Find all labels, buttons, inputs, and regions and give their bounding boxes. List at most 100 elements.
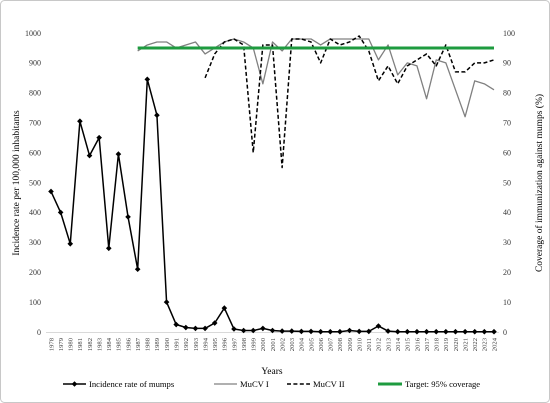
x-tick-label: 2013 xyxy=(385,337,392,351)
x-tick-label: 2021 xyxy=(462,338,469,351)
incidence-rate-of-mumps-point xyxy=(308,328,314,335)
x-tick-label: 1985 xyxy=(116,337,123,351)
x-tick-label: 1997 xyxy=(231,337,238,351)
incidence-rate-of-mumps-point xyxy=(375,323,382,329)
y-right-tick-label: 100 xyxy=(503,29,515,38)
x-tick-label: 1998 xyxy=(241,337,248,351)
incidence-rate-of-mumps-point xyxy=(250,327,257,334)
incidence-rate-of-mumps-point xyxy=(269,327,276,334)
y-right-axis: 0 10 20 30 40 50 60 70 80 90 100 xyxy=(503,29,515,337)
y-right-tick-label: 90 xyxy=(503,59,511,68)
incidence-rate-of-mumps-point xyxy=(173,321,179,328)
incidence-rate-of-mumps-point xyxy=(115,151,122,157)
incidence-rate-of-mumps-point xyxy=(327,328,334,335)
y-left-axis-title: Incidence rate per 100,000 inhabitants xyxy=(12,110,22,256)
y-right-axis-title: Coverage of immunization against mumps (… xyxy=(534,94,545,272)
legend-marker-diamond xyxy=(71,381,78,387)
incidence-rate-of-mumps-point xyxy=(443,328,449,335)
legend-item-target: Target: 95% coverage xyxy=(378,379,480,389)
incidence-rate-of-mumps-point xyxy=(240,327,247,334)
x-tick-label: 2010 xyxy=(357,337,364,351)
incidence-rate-of-mumps-point xyxy=(144,76,151,83)
x-tick-label: 1991 xyxy=(174,338,181,351)
y-right-tick-label: 70 xyxy=(503,119,511,128)
incidence-rate-of-mumps-point xyxy=(134,266,141,273)
legend-label-target: Target: 95% coverage xyxy=(405,379,480,389)
x-tick-label: 2020 xyxy=(453,337,460,351)
x-tick-label: 1987 xyxy=(135,337,142,351)
incidence-rate-of-mumps-point xyxy=(260,325,266,332)
y-right-tick-label: 40 xyxy=(503,208,511,217)
incidence-rate-of-mumps-point xyxy=(317,328,324,335)
x-tick-label: 2014 xyxy=(395,337,402,351)
y-left-axis: 0 100 200 300 400 500 600 700 800 900 1000 xyxy=(25,29,41,337)
x-tick-label: 1996 xyxy=(222,337,229,351)
incidence-rate-of-mumps-point xyxy=(96,134,102,141)
plot-area xyxy=(48,35,497,335)
y-left-tick-label: 300 xyxy=(29,238,41,247)
x-tick-label: 2016 xyxy=(414,337,421,351)
x-tick-label: 2019 xyxy=(443,337,450,351)
incidence-rate-of-mumps-point xyxy=(298,328,305,335)
y-right-tick-label: 80 xyxy=(503,89,511,98)
x-tick-label: 1979 xyxy=(58,337,65,351)
incidence-rate-of-mumps-point xyxy=(77,118,83,125)
x-tick-label: 1992 xyxy=(183,338,190,351)
x-tick-label: 1993 xyxy=(193,337,200,351)
incidence-rate-of-mumps-point xyxy=(414,328,420,335)
y-right-tick-label: 30 xyxy=(503,238,511,247)
y-left-tick-label: 0 xyxy=(37,328,41,337)
x-tick-label: 1995 xyxy=(212,337,219,351)
incidence-rate-of-mumps-point xyxy=(452,328,459,335)
x-tick-label: 1999 xyxy=(251,337,258,351)
x-tick-label: 2012 xyxy=(376,338,383,351)
x-tick-label: 1986 xyxy=(125,337,132,351)
x-tick-label: 2015 xyxy=(405,337,412,351)
x-tick-label: 2006 xyxy=(318,337,325,351)
legend-item-mucv-ii: MuCV II xyxy=(287,379,345,389)
x-tick-label: 2023 xyxy=(482,337,489,351)
y-left-tick-label: 600 xyxy=(29,148,41,157)
x-tick-label: 1984 xyxy=(106,337,113,351)
x-tick-label: 1989 xyxy=(154,337,161,351)
x-tick-label: 2005 xyxy=(308,337,315,351)
x-tick-label: 2017 xyxy=(424,337,431,351)
incidence-rate-of-mumps-point xyxy=(163,299,170,305)
y-left-tick-label: 400 xyxy=(29,208,41,217)
x-tick-label: 2024 xyxy=(491,337,498,351)
y-left-tick-label: 200 xyxy=(29,268,41,277)
x-tick-label: 2001 xyxy=(270,338,277,351)
x-tick-label: 2007 xyxy=(328,337,335,351)
legend-label-mucv-i: MuCV I xyxy=(240,379,269,389)
legend: Incidence rate of mumps MuCV I MuCV II T… xyxy=(63,379,480,389)
x-tick-label: 1988 xyxy=(145,337,152,351)
x-tick-label: 2004 xyxy=(299,337,306,351)
incidence-rate-of-mumps-point xyxy=(346,327,353,334)
x-tick-label: 2009 xyxy=(347,337,354,351)
y-left-tick-label: 100 xyxy=(29,298,41,307)
x-tick-label: 2008 xyxy=(337,337,344,351)
incidence-rate-of-mumps-point xyxy=(337,328,343,335)
incidence-rate-of-mumps-point xyxy=(67,240,74,247)
y-left-tick-label: 700 xyxy=(29,119,41,128)
x-tick-label: 1980 xyxy=(68,337,75,351)
y-left-tick-label: 500 xyxy=(29,178,41,187)
x-tick-label: 2002 xyxy=(279,338,286,351)
y-right-tick-label: 50 xyxy=(503,178,511,187)
incidence-rate-of-mumps-point xyxy=(366,328,372,335)
legend-label-incidence: Incidence rate of mumps xyxy=(89,379,175,389)
mucv-ii-line xyxy=(204,35,495,169)
x-tick-label: 2018 xyxy=(434,337,441,351)
y-right-tick-label: 0 xyxy=(503,328,507,337)
incidence-rate-of-mumps-point xyxy=(288,328,295,334)
incidence-rate-of-mumps-point xyxy=(423,328,430,335)
incidence-rate-of-mumps-point xyxy=(491,328,497,335)
incidence-rate-of-mumps-point xyxy=(462,328,468,335)
y-right-tick-label: 60 xyxy=(503,148,511,157)
x-tick-label: 2003 xyxy=(289,337,296,351)
incidence-rate-of-mumps-point xyxy=(57,209,64,216)
incidence-rate-of-mumps-point xyxy=(404,328,411,335)
incidence-rate-of-mumps-point xyxy=(231,326,237,332)
incidence-rate-of-mumps-point xyxy=(202,325,208,332)
y-left-tick-label: 900 xyxy=(29,59,41,68)
